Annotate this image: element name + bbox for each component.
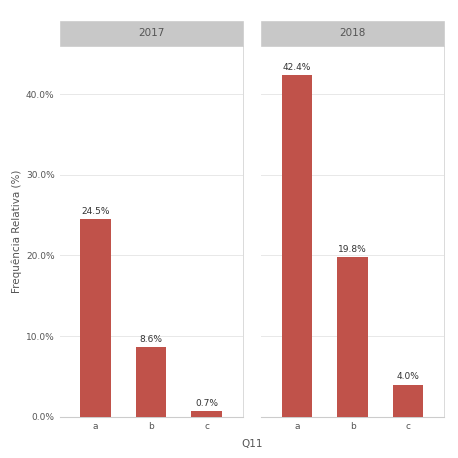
Text: 19.8%: 19.8%	[338, 245, 367, 254]
Text: 4.0%: 4.0%	[397, 372, 420, 382]
Text: 8.6%: 8.6%	[140, 335, 163, 344]
Text: 2018: 2018	[339, 28, 366, 38]
Text: Q11: Q11	[241, 439, 262, 449]
Text: 2017: 2017	[138, 28, 164, 38]
Text: 42.4%: 42.4%	[283, 63, 311, 71]
Text: 24.5%: 24.5%	[82, 207, 110, 216]
Bar	[191, 411, 222, 417]
Bar	[393, 385, 424, 417]
Bar	[136, 348, 166, 417]
Y-axis label: Frequência Relativa (%): Frequência Relativa (%)	[11, 169, 22, 293]
Bar	[282, 75, 312, 417]
Bar	[338, 257, 368, 417]
Bar	[80, 219, 111, 417]
Text: 0.7%: 0.7%	[195, 399, 218, 408]
